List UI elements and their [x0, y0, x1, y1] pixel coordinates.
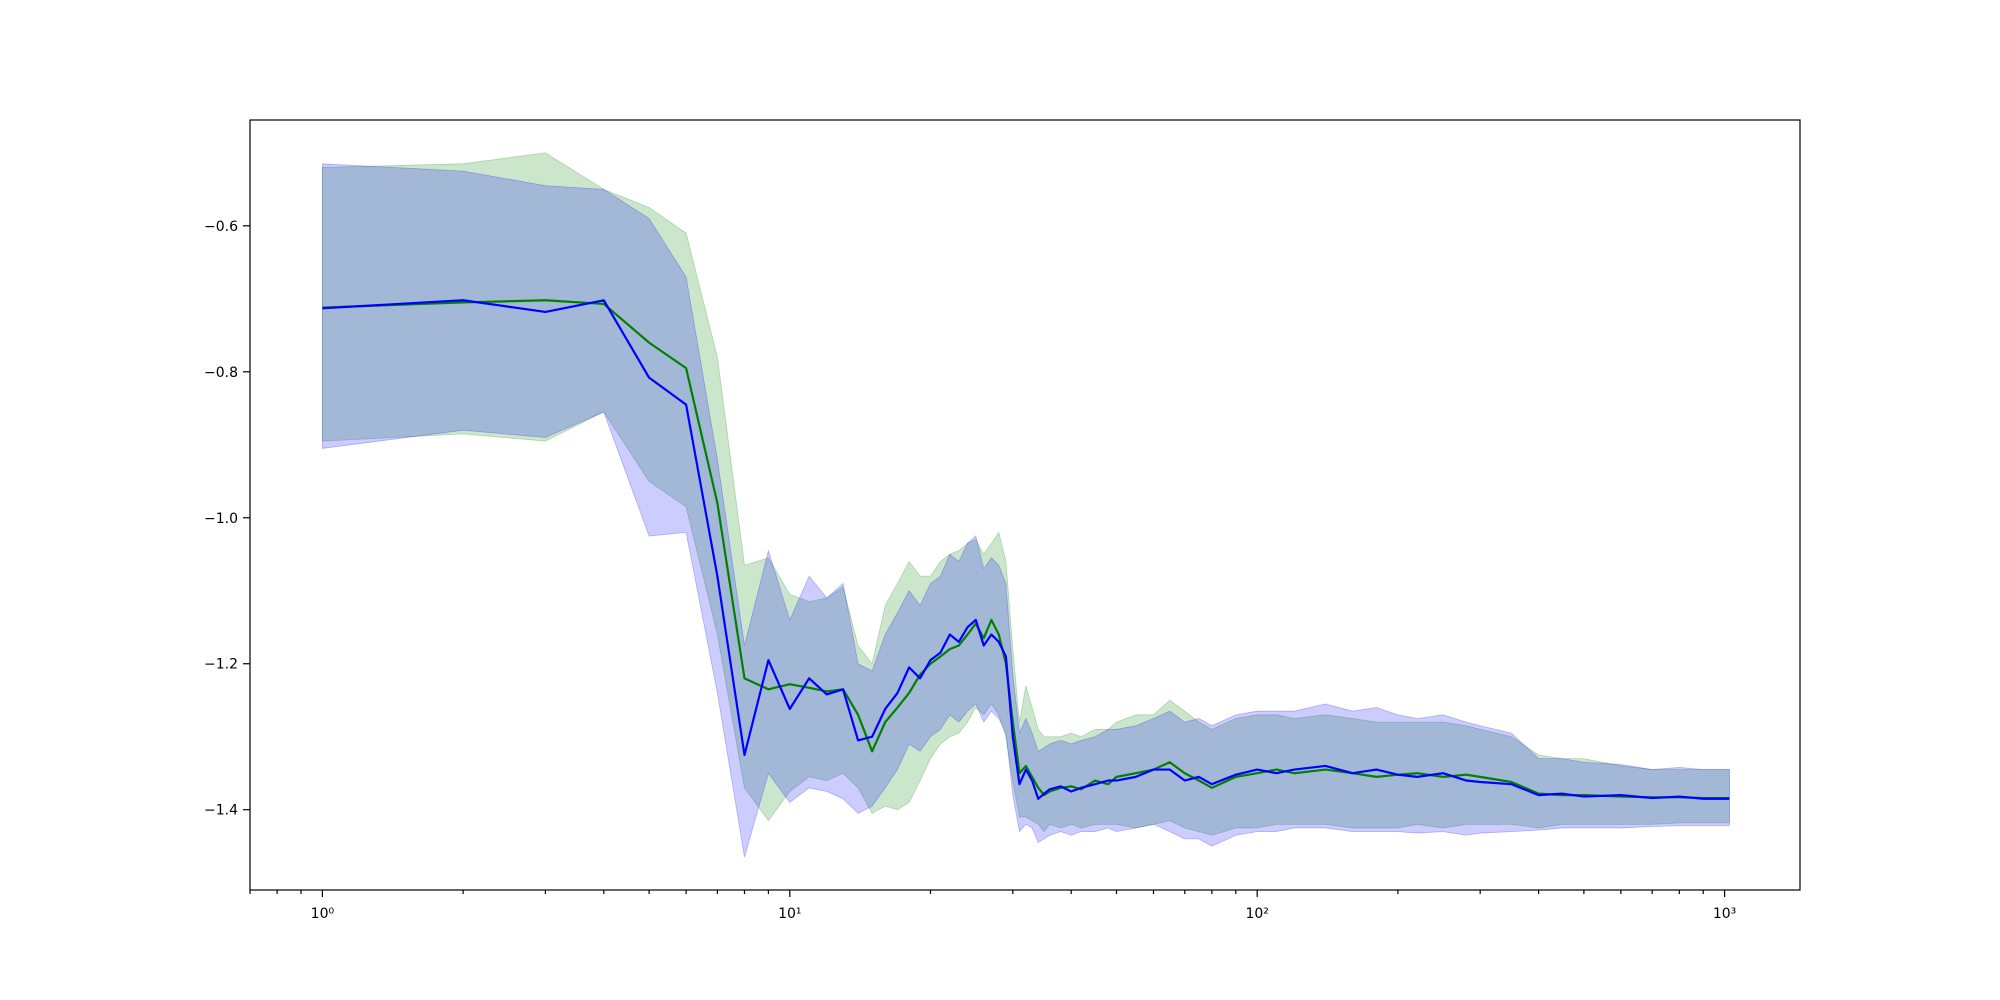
x-tick-label: 10⁰ — [311, 906, 335, 922]
plot-area — [249, 119, 1801, 891]
x-axis: 10⁰ 10¹ 10² 10³ — [249, 890, 1736, 922]
axes-background — [250, 120, 1800, 890]
series-1-line — [322, 299, 1730, 800]
series-lines — [322, 299, 1730, 800]
y-tick-label: −1.4 — [204, 803, 238, 819]
y-tick-label: −1.0 — [204, 511, 238, 527]
series-1-band — [321, 152, 1730, 836]
confidence-bands — [321, 152, 1730, 858]
y-axis: −0.6 −0.8 −1.0 −1.2 −1.4 — [204, 219, 250, 819]
series-2-line — [322, 299, 1730, 800]
y-tick-label: −1.2 — [204, 657, 238, 673]
x-tick-label: 10¹ — [778, 906, 801, 922]
axes-frame — [249, 119, 1801, 891]
y-tick-label: −0.8 — [204, 365, 238, 381]
y-tick-label: −0.6 — [204, 219, 238, 235]
series-2-band — [321, 163, 1730, 858]
x-tick-label: 10² — [1245, 906, 1268, 922]
x-tick-label: 10³ — [1713, 906, 1736, 922]
